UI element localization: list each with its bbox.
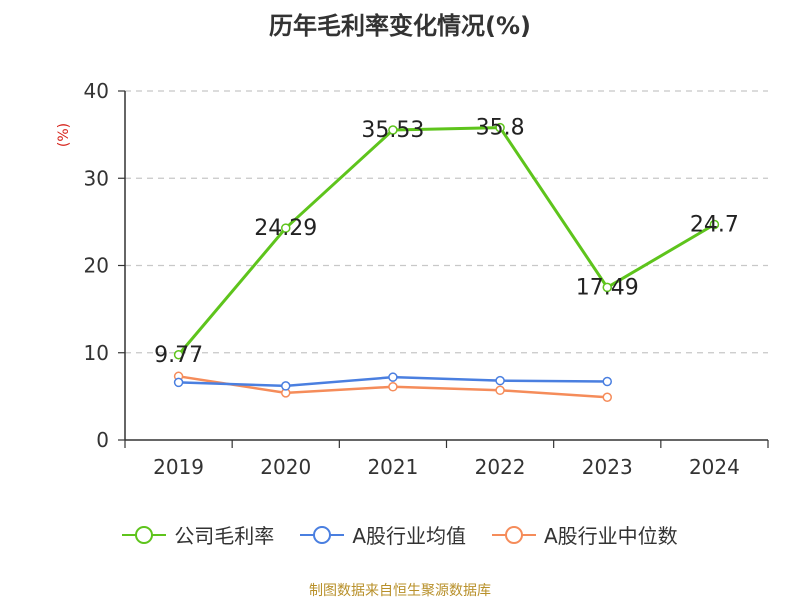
x-tick-label: 2021 <box>367 455 418 479</box>
legend-label-company: 公司毛利率 <box>174 524 275 548</box>
data-point <box>388 382 398 392</box>
legend-marker-mean <box>300 525 345 544</box>
data-point <box>388 125 398 135</box>
data-point <box>495 385 505 396</box>
legend-marker-median <box>492 525 536 544</box>
data-point <box>173 350 184 360</box>
data-label: 17.49 <box>576 275 639 300</box>
x-tick-label: 2020 <box>260 455 311 479</box>
data-point <box>495 375 505 386</box>
x-tick-label: 2023 <box>582 455 633 479</box>
y-tick-label: 30 <box>84 166 109 190</box>
data-point <box>281 381 291 391</box>
data-label: 35.53 <box>361 118 424 143</box>
legend-item-industry-mean[interactable]: A股行业均值 <box>300 520 466 549</box>
y-tick-label: 0 <box>96 428 109 452</box>
legend-item-industry-median[interactable]: A股行业中位数 <box>492 520 678 549</box>
legend-label-median: A股行业中位数 <box>544 524 678 548</box>
series-line <box>177 126 716 356</box>
y-tick-label: 10 <box>84 341 109 365</box>
data-point <box>495 122 505 133</box>
x-tick-label: 2024 <box>689 455 740 479</box>
legend: 公司毛利率 A股行业均值 A股行业中位数 <box>0 520 800 549</box>
y-tick-label: 20 <box>84 254 109 278</box>
data-point <box>602 392 612 402</box>
x-tick-label: 2022 <box>475 455 526 479</box>
data-label: 24.29 <box>254 216 317 241</box>
data-label: 9.77 <box>154 343 203 368</box>
data-source-note: 制图数据来自恒生聚源数据库 <box>309 583 491 599</box>
data-point <box>602 376 612 387</box>
data-point <box>281 223 291 233</box>
y-tick-label: 40 <box>84 79 109 103</box>
legend-label-mean: A股行业均值 <box>352 524 466 548</box>
data-label: 24.7 <box>690 212 739 237</box>
data-label: 35.8 <box>476 116 525 141</box>
data-point <box>173 377 184 388</box>
x-tick-label: 2019 <box>153 455 204 479</box>
data-point <box>602 282 612 293</box>
chart-title: 历年毛利率变化情况(%) <box>269 12 531 40</box>
data-point <box>388 372 398 382</box>
data-point <box>709 219 720 230</box>
legend-item-company-margin[interactable]: 公司毛利率 <box>122 520 274 549</box>
legend-marker-company <box>122 525 167 544</box>
